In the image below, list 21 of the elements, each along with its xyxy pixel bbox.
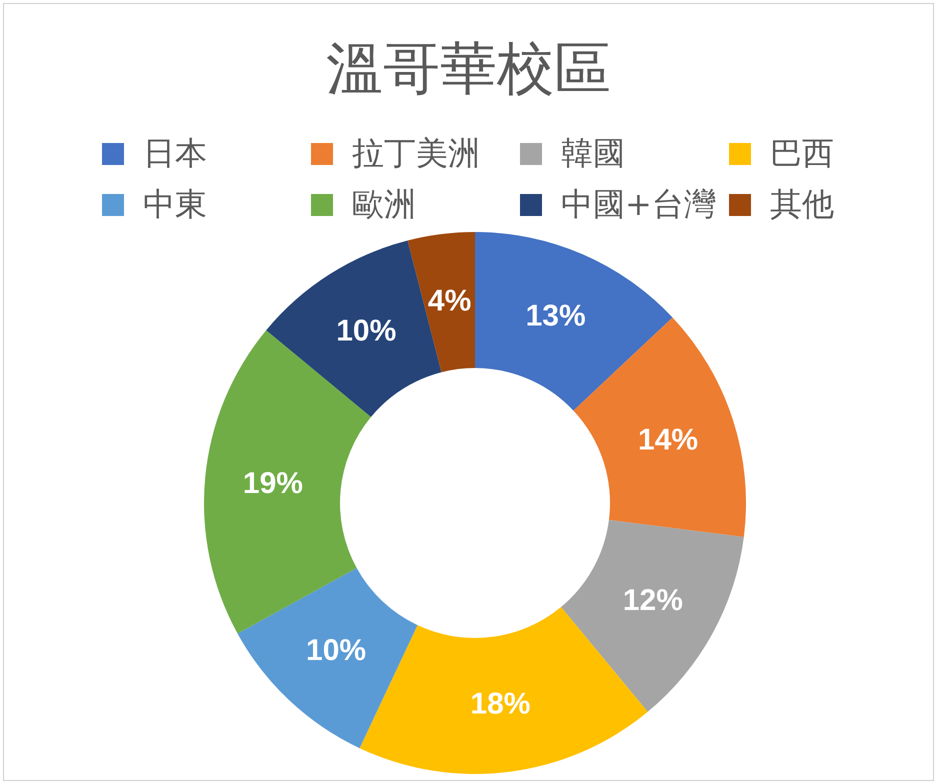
legend-label: 巴西 xyxy=(770,134,834,172)
chart-title: 溫哥華校區 xyxy=(326,36,611,102)
legend-label: 日本 xyxy=(143,134,207,172)
donut-slice xyxy=(561,520,744,712)
legend-label: 中東 xyxy=(143,185,207,223)
donut-slice xyxy=(475,232,673,411)
legend-label: 中國+台灣 xyxy=(561,185,716,223)
legend-label: 韓國 xyxy=(561,134,625,172)
data-label: 4% xyxy=(428,284,472,318)
legend-label: 其他 xyxy=(770,185,834,223)
donut-slice xyxy=(238,568,418,748)
data-label: 10% xyxy=(306,634,366,667)
data-label: 18% xyxy=(470,687,530,720)
data-label: 14% xyxy=(638,423,698,456)
data-label: 10% xyxy=(336,314,396,348)
donut-slice xyxy=(408,232,475,372)
data-label: 19% xyxy=(242,466,303,500)
legend-label: 歐洲 xyxy=(352,185,416,223)
data-label: 12% xyxy=(622,584,683,617)
data-label: 13% xyxy=(526,300,586,333)
legend-label: 拉丁美洲 xyxy=(352,134,480,172)
